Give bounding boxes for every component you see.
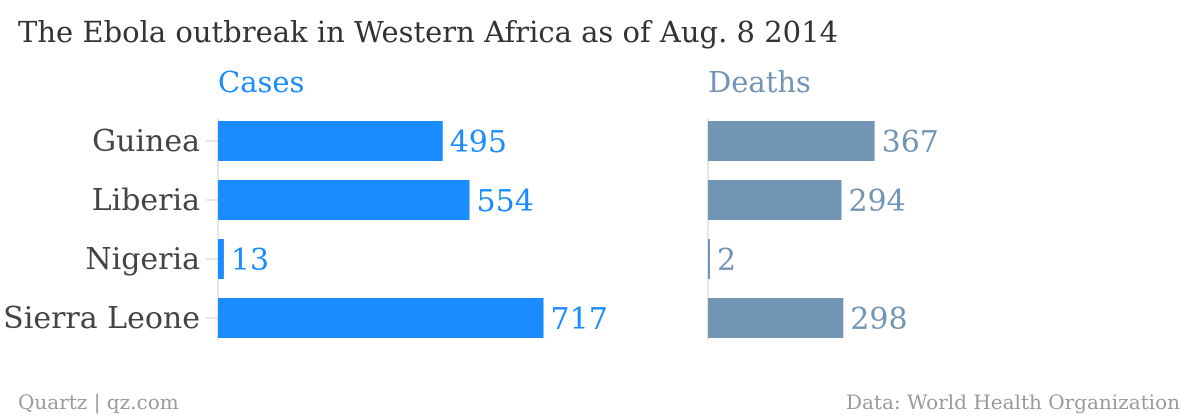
cases-bar-sierra-leone	[218, 298, 544, 338]
cases-bar-liberia	[218, 180, 470, 220]
cases-value-labels: 495 554 13 717	[231, 125, 608, 337]
category-label-nigeria: Nigeria	[85, 242, 200, 277]
category-label-liberia: Liberia	[92, 183, 200, 218]
panel-title-deaths: Deaths	[708, 65, 811, 99]
footer-source-right: Data: World Health Organization	[846, 390, 1180, 414]
footer-source-left: Quartz | qz.com	[18, 390, 179, 415]
category-label-guinea: Guinea	[92, 124, 200, 159]
deaths-bar-sierra-leone	[708, 298, 844, 338]
deaths-value-labels: 367 294 2 298	[717, 125, 939, 337]
tick-marks	[206, 140, 218, 319]
deaths-bar-liberia	[708, 180, 842, 220]
deaths-bar-guinea	[708, 121, 875, 161]
cases-value-guinea: 495	[450, 125, 507, 160]
cases-bar-guinea	[218, 121, 443, 161]
cases-value-sierra-leone: 717	[551, 302, 608, 337]
deaths-bars	[708, 121, 875, 338]
deaths-value-guinea: 367	[882, 125, 939, 160]
deaths-value-nigeria: 2	[717, 243, 736, 278]
panel-title-cases: Cases	[218, 65, 304, 99]
chart-title: The Ebola outbreak in Western Africa as …	[18, 15, 838, 49]
cases-bar-nigeria	[218, 239, 224, 279]
deaths-value-liberia: 294	[848, 184, 905, 219]
cases-value-nigeria: 13	[231, 243, 269, 278]
deaths-bar-nigeria	[708, 239, 710, 279]
deaths-value-sierra-leone: 298	[850, 302, 907, 337]
cases-value-liberia: 554	[477, 184, 534, 219]
category-label-sierra-leone: Sierra Leone	[3, 301, 200, 336]
cases-bars	[218, 121, 544, 338]
